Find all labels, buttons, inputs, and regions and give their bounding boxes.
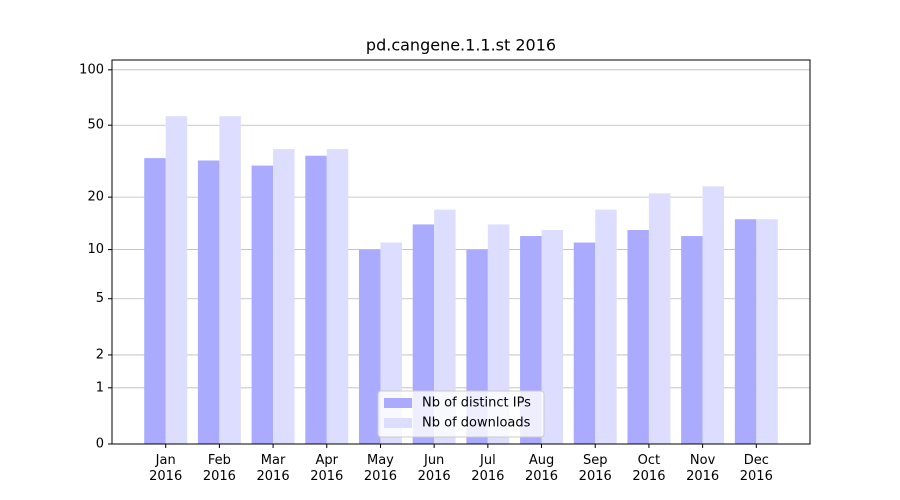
bar bbox=[165, 116, 188, 445]
bar bbox=[648, 193, 671, 444]
bar bbox=[487, 224, 510, 444]
bar bbox=[681, 236, 703, 444]
x-tick-label: Jun 2016 bbox=[417, 453, 451, 484]
y-tick-label: 50 bbox=[87, 118, 104, 133]
bar bbox=[595, 209, 617, 444]
chart-title: pd.cangene.1.1.st 2016 bbox=[366, 36, 556, 55]
bar bbox=[144, 158, 166, 444]
x-tick-label: Oct 2016 bbox=[632, 453, 666, 484]
plot-frame bbox=[111, 59, 811, 445]
legend-label: Nb of distinct IPs bbox=[422, 396, 531, 411]
x-tick-label: Dec 2016 bbox=[739, 453, 773, 484]
y-tick-label: 1 bbox=[96, 380, 104, 395]
bar bbox=[412, 224, 435, 444]
legend-swatch bbox=[384, 398, 412, 408]
x-tick-label: Nov 2016 bbox=[686, 453, 720, 484]
x-tick-label: Feb 2016 bbox=[202, 453, 236, 484]
y-tick-label: 100 bbox=[79, 62, 104, 77]
y-tick-label: 2 bbox=[96, 347, 104, 362]
x-tick-label: Jan 2016 bbox=[149, 453, 183, 484]
y-tick-label: 0 bbox=[96, 437, 104, 452]
bar bbox=[251, 165, 274, 445]
bar bbox=[734, 219, 757, 444]
y-tick-label: 5 bbox=[96, 291, 104, 306]
bar bbox=[434, 209, 456, 444]
legend-swatch bbox=[384, 418, 412, 428]
bar bbox=[273, 149, 295, 444]
bar bbox=[756, 219, 778, 444]
bar bbox=[627, 230, 649, 444]
bar bbox=[573, 242, 596, 444]
bar bbox=[219, 116, 241, 445]
bar bbox=[197, 160, 220, 444]
x-tick-label: Mar 2016 bbox=[256, 453, 290, 484]
x-tick-label: Apr 2016 bbox=[310, 453, 344, 484]
bar bbox=[326, 149, 349, 444]
bar bbox=[541, 230, 564, 444]
bar bbox=[702, 186, 725, 444]
bar bbox=[305, 155, 327, 445]
y-tick-label: 10 bbox=[87, 242, 104, 257]
x-tick-label: Aug 2016 bbox=[524, 453, 559, 484]
x-tick-label: Jul 2016 bbox=[471, 453, 505, 484]
bar bbox=[358, 249, 381, 444]
x-tick-label: Sep 2016 bbox=[578, 453, 612, 484]
legend-box bbox=[377, 390, 545, 438]
y-tick-label: 20 bbox=[87, 190, 104, 205]
legend: Nb of distinct IPs Nb of downloads bbox=[377, 390, 545, 438]
legend-label: Nb of downloads bbox=[422, 416, 531, 431]
x-tick-label: May 2016 bbox=[363, 453, 397, 484]
